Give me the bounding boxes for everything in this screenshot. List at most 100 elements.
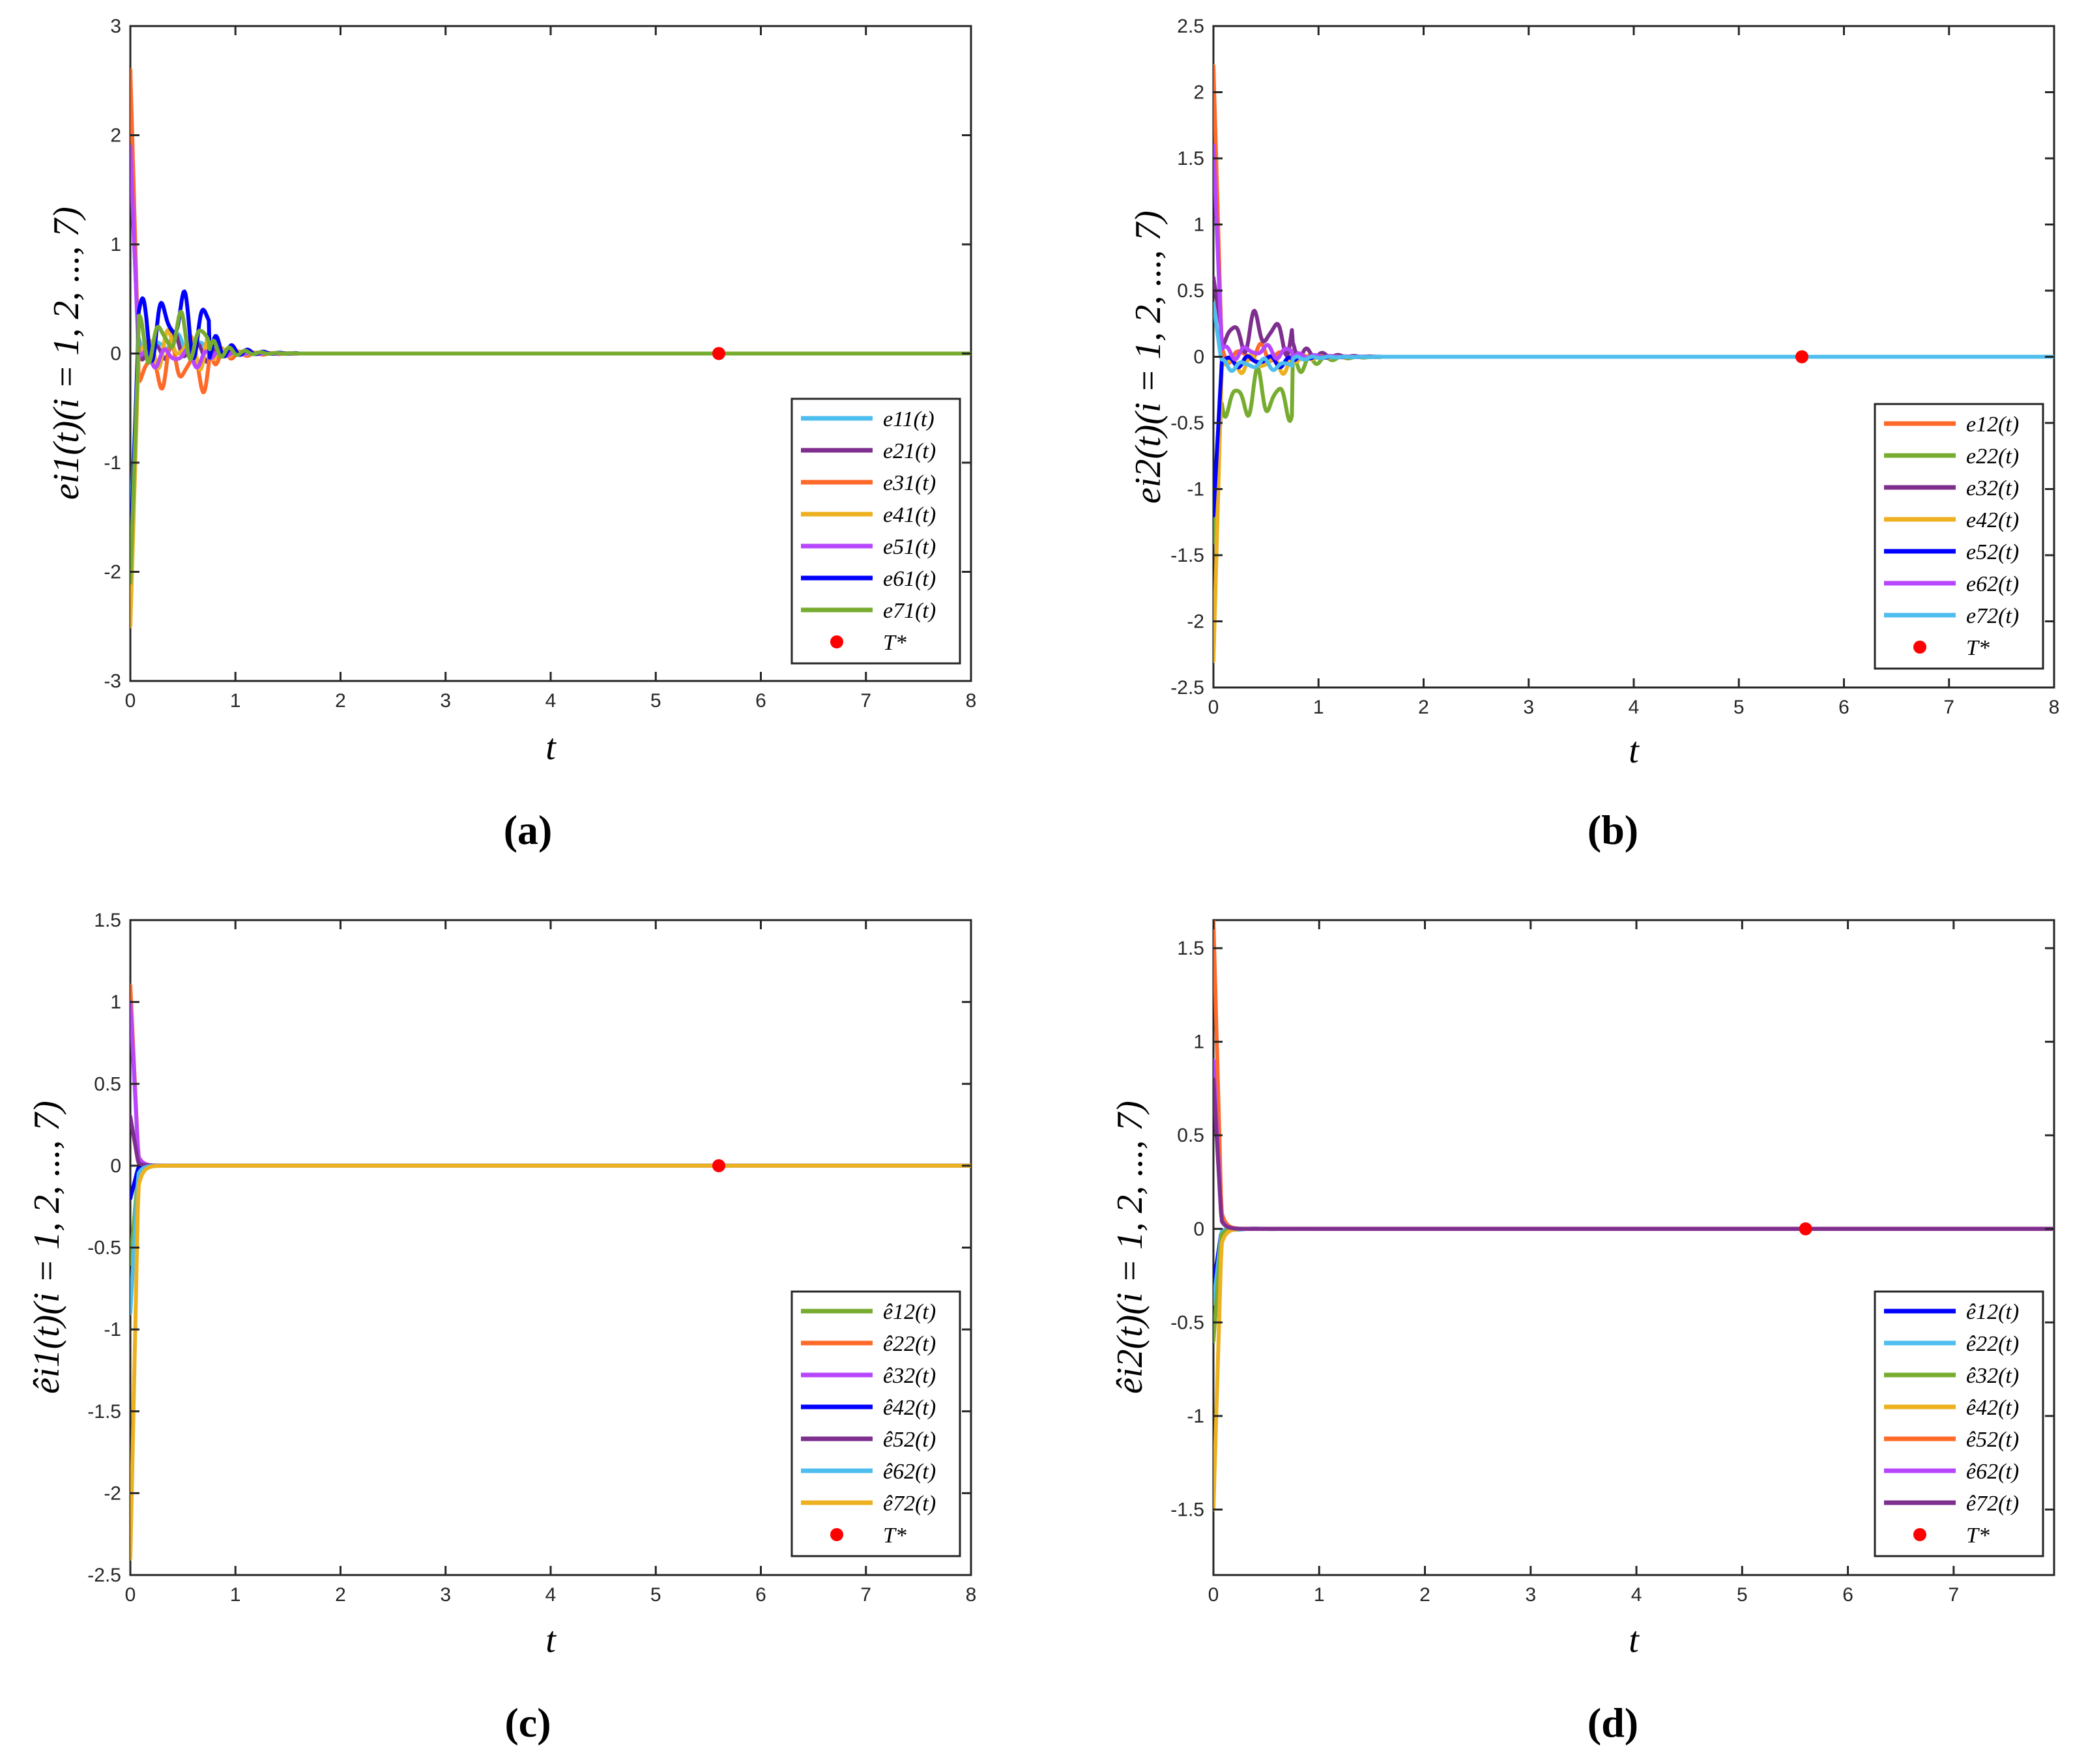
panel-c-caption: (c) — [504, 1699, 551, 1746]
panel-a-legend-label-5: e51(t) — [883, 535, 936, 559]
panel-c-xtick-label: 6 — [755, 1584, 766, 1606]
panel-b-series — [1213, 63, 2054, 663]
panel-d-xtick-label: 7 — [1949, 1584, 1960, 1606]
panel-b-xtick-label: 3 — [1523, 697, 1534, 718]
panel-d-ytick-label: -1 — [1187, 1406, 1204, 1427]
panel-a-legend-label-4: e41(t) — [883, 503, 936, 527]
panel-c-legend-label-2: ê22(t) — [883, 1332, 936, 1356]
panel-d-xlabel: t — [1629, 1620, 1640, 1660]
panel-d-legend-label-4: ê42(t) — [1966, 1396, 2019, 1420]
panel-c-ytick-label: -0.5 — [87, 1237, 121, 1259]
panel-b-legend-tstar-label: T* — [1966, 636, 1990, 660]
panel-c-ytick-label: -1 — [104, 1319, 121, 1340]
panel-a-xtick-label: 2 — [335, 690, 346, 712]
panel-a-xtick-label: 3 — [440, 690, 451, 712]
panel-b-xlabel: t — [1629, 730, 1640, 771]
panel-d-series-line-7 — [1213, 1077, 2054, 1231]
panel-c: 0 1 2 3 4 5 6 7 8 -2.5 -2 -1.5 -1 -0.5 0 0.5 1 1.5 t êi1… — [27, 910, 976, 1746]
panel-a-xtick-label: 7 — [860, 690, 871, 712]
panel-c-series — [130, 983, 971, 1561]
panel-d-xtick-label: 1 — [1314, 1584, 1325, 1606]
panel-d-legend-label-6: ê62(t) — [1966, 1460, 2019, 1484]
panel-d-legend-label-1: ê12(t) — [1966, 1300, 2019, 1324]
panel-b-legend-label-6: e62(t) — [1966, 572, 2019, 596]
panel-a-ytick-label: -2 — [104, 562, 121, 583]
panel-c-yticks: -2.5 -2 -1.5 -1 -0.5 0 0.5 1 1.5 — [87, 910, 971, 1586]
panel-b-ytick-label: 1 — [1193, 214, 1204, 236]
panel-d-legend-label-5: ê52(t) — [1966, 1428, 2019, 1452]
panel-a-legend-box — [790, 398, 961, 665]
panel-b-legend-tstar-swatch — [1913, 641, 1926, 654]
panel-a-xtick-label: 0 — [125, 690, 136, 712]
panel-b-ytick-label: 2 — [1193, 82, 1204, 104]
panel-c-xtick-label: 2 — [335, 1584, 346, 1606]
panel-c-legend-label-1: ê12(t) — [883, 1300, 936, 1324]
panel-b-ytick-label: 0.5 — [1177, 280, 1204, 302]
panel-b-xtick-label: 5 — [1733, 697, 1745, 718]
panel-b-xtick-label: 8 — [2049, 697, 2060, 718]
panel-c-legend-label-5: ê52(t) — [883, 1428, 936, 1452]
panel-d-xtick-label: 6 — [1842, 1584, 1853, 1606]
panel-b-xticks: 0 1 2 3 4 5 6 7 8 — [1208, 26, 2060, 718]
panel-a-caption: (a) — [504, 807, 553, 853]
panel-c-legend-tstar-swatch — [830, 1528, 843, 1541]
panel-b-xtick-label: 7 — [1943, 697, 1954, 718]
panel-b-xtick-label: 0 — [1208, 697, 1219, 718]
panel-c-ytick-label: 1.5 — [94, 910, 121, 931]
panel-b-legend-box — [1874, 403, 2044, 670]
panel-c-ytick-label: 0.5 — [94, 1073, 121, 1095]
panel-d-tstar-marker — [1799, 1222, 1812, 1236]
panel-c-legend-box — [790, 1290, 961, 1557]
panel-a-series — [130, 68, 971, 629]
panel-a-legend-label-1: e11(t) — [883, 407, 935, 431]
panel-a-xtick-label: 8 — [966, 690, 977, 712]
panel-a-legend-label-3: e31(t) — [883, 471, 936, 495]
panel-b-ylabel: ei2(t)(i = 1, 2, ..., 7) — [1128, 210, 1168, 504]
panel-c-legend: ê12(t) ê22(t) ê32(t) ê42(t) ê52(t) ê62(t) ê72(… — [790, 1290, 961, 1557]
panel-c-xtick-label: 3 — [440, 1584, 451, 1606]
panel-d: 0 1 2 3 4 5 6 7 -1.5 -1 -0.5 0 0.5 1 1.5 t êi2(t)(i =… — [1110, 919, 2055, 1746]
panel-b-ytick-label: 2.5 — [1177, 16, 1204, 37]
panel-b-legend-label-3: e32(t) — [1966, 476, 2019, 500]
panel-b-ytick-label: -1 — [1187, 479, 1204, 500]
panel-c-ytick-label: -2.5 — [87, 1565, 121, 1586]
panel-d-ytick-label: -1.5 — [1170, 1499, 1204, 1521]
panel-c-xtick-label: 5 — [650, 1584, 661, 1606]
panel-a-series-line-7 — [130, 310, 971, 585]
panel-c-ytick-label: -2 — [104, 1482, 121, 1504]
panel-a: 0 1 2 3 4 5 6 7 8 -3 -2 -1 0 1 2 3 t ei1(t)(i = 1, 2, … — [46, 16, 976, 853]
panel-b-ytick-label: 1.5 — [1177, 148, 1204, 169]
panel-c-xtick-label: 0 — [125, 1584, 136, 1606]
panel-c-ytick-label: 0 — [110, 1155, 121, 1177]
panel-b-ytick-label: 0 — [1193, 347, 1204, 368]
panel-b-xtick-label: 4 — [1629, 697, 1640, 718]
panel-a-legend-label-2: e21(t) — [883, 439, 936, 463]
panel-b-legend-label-7: e72(t) — [1966, 604, 2019, 628]
panel-b-yticks: -2.5 -2 -1.5 -1 -0.5 0 0.5 1 1.5 2 2.5 — [1170, 16, 2054, 699]
panel-a-ytick-label: 2 — [110, 125, 121, 147]
panel-c-xtick-label: 8 — [966, 1584, 977, 1606]
panel-d-ytick-label: 0.5 — [1177, 1125, 1204, 1146]
panel-d-xtick-label: 2 — [1419, 1584, 1430, 1606]
panel-d-legend-box — [1874, 1290, 2044, 1557]
panel-b-legend-label-2: e22(t) — [1966, 444, 2019, 469]
panel-d-xtick-label: 3 — [1525, 1584, 1536, 1606]
panel-d-xticks: 0 1 2 3 4 5 6 7 — [1208, 920, 1960, 1606]
panel-d-ytick-label: 0 — [1193, 1219, 1204, 1240]
panel-a-xticks: 0 1 2 3 4 5 6 7 8 — [125, 26, 977, 712]
panel-a-legend-tstar-swatch — [830, 635, 843, 648]
panel-a-ytick-label: 3 — [110, 16, 121, 37]
panel-c-tstar-marker — [712, 1159, 725, 1172]
panel-b-legend-label-5: e52(t) — [1966, 540, 2019, 564]
panel-c-legend-label-7: ê72(t) — [883, 1492, 936, 1516]
panel-c-xtick-label: 7 — [860, 1584, 871, 1606]
panel-d-caption: (d) — [1587, 1699, 1638, 1746]
panel-c-xtick-label: 1 — [230, 1584, 241, 1606]
panel-d-legend-label-2: ê22(t) — [1966, 1332, 2019, 1356]
panel-d-legend-tstar-swatch — [1913, 1528, 1926, 1541]
panel-d-xtick-label: 5 — [1737, 1584, 1748, 1606]
panel-a-ytick-label: 0 — [110, 343, 121, 365]
panel-b-legend: e12(t) e22(t) e32(t) e42(t) e52(t) e62(t) e72(… — [1874, 403, 2044, 670]
panel-d-legend-label-7: ê72(t) — [1966, 1492, 2019, 1516]
